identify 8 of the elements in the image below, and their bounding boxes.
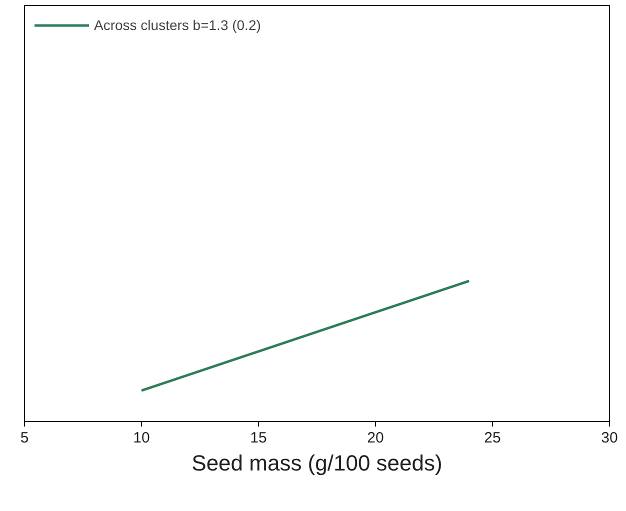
legend-label: Across clusters b=1.3 (0.2) <box>94 17 261 33</box>
x-tick-label: 5 <box>20 430 29 446</box>
x-tick-label: 20 <box>367 430 384 446</box>
x-tick-label: 30 <box>601 430 618 446</box>
x-tick-label: 25 <box>484 430 501 446</box>
x-axis-title: Seed mass (g/100 seeds) <box>192 450 442 476</box>
x-tick-label: 10 <box>133 430 150 446</box>
x-tick-label: 15 <box>250 430 267 446</box>
